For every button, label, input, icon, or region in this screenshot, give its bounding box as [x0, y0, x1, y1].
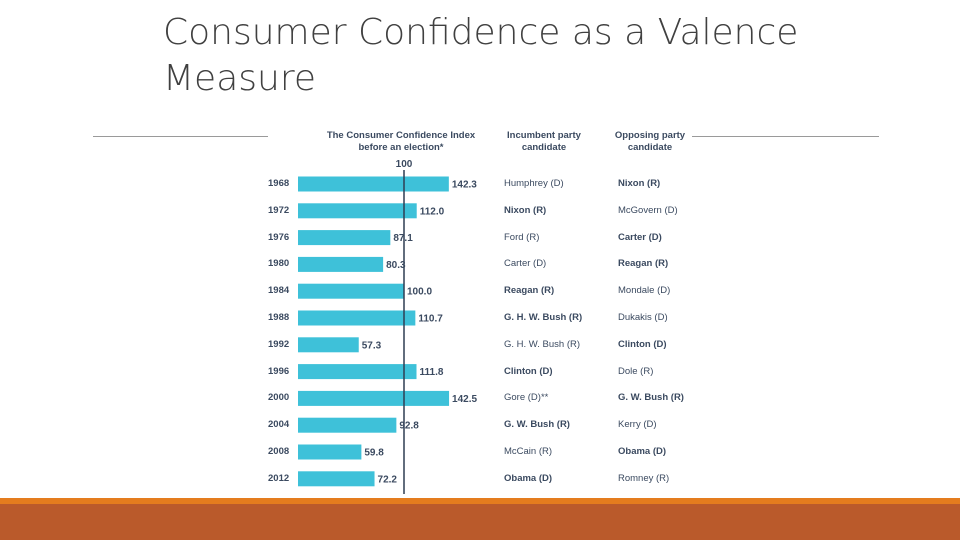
- incumbent-candidate-1996: Clinton (D): [504, 365, 553, 377]
- opposing-candidate-2008: Obama (D): [618, 446, 667, 457]
- year-label-1988: 1988: [268, 312, 290, 323]
- incumbent-candidate-2012: Obama (D): [504, 472, 553, 484]
- incumbent-header-line2: candidate: [521, 142, 567, 153]
- incumbent-candidate-1988: G. H. W. Bush (R): [504, 312, 583, 323]
- bar-1972: [298, 203, 417, 219]
- opposing-header-line1: Opposing party: [614, 130, 686, 141]
- opposing-candidate-1992: Clinton (D): [618, 338, 667, 350]
- year-label-1968: 1968: [268, 178, 290, 189]
- year-label-1992: 1992: [268, 338, 290, 350]
- value-label-1988: 110.7: [418, 314, 443, 325]
- incumbent-header-line1: Incumbent party: [507, 130, 581, 141]
- incumbent-candidate-1972: Nixon (R): [504, 204, 547, 216]
- value-label-1984: 100.0: [407, 287, 432, 298]
- opposing-candidate-1968: Nixon (R): [618, 178, 661, 189]
- year-label-1980: 1980: [268, 258, 290, 270]
- year-label-2008: 2008: [268, 446, 290, 457]
- incumbent-candidate-2000: Gore (D)**: [504, 392, 549, 404]
- incumbent-candidate-2004: G. W. Bush (R): [504, 419, 570, 431]
- opposing-candidate-2000: G. W. Bush (R): [618, 392, 684, 404]
- year-label-2000: 2000: [268, 392, 290, 404]
- bar-1992: [298, 337, 359, 353]
- value-label-1992: 57.3: [362, 340, 382, 351]
- year-label-1976: 1976: [268, 231, 290, 243]
- year-label-1996: 1996: [268, 365, 290, 377]
- opposing-candidate-1984: Mondale (D): [618, 285, 671, 297]
- incumbent-candidate-2008: McCain (R): [504, 446, 553, 457]
- incumbent-candidate-1992: G. H. W. Bush (R): [504, 338, 581, 350]
- bar-1988: [298, 310, 416, 326]
- value-label-1976: 87.1: [393, 233, 413, 244]
- incumbent-candidate-1968: Humphrey (D): [504, 178, 564, 189]
- footer-accent-stripe: [0, 498, 960, 504]
- incumbent-candidate-1984: Reagan (R): [504, 285, 555, 297]
- value-label-2000: 142.5: [452, 394, 477, 405]
- header-rule-right: [686, 136, 879, 137]
- bar-2008: [298, 444, 362, 460]
- year-label-2004: 2004: [268, 419, 290, 431]
- value-labels-layer: 142.3 112.0 87.1 80.3 100.0 110.7 57.3 111.8 142…: [362, 180, 478, 486]
- opposing-candidate-2012: Romney (R): [618, 472, 670, 484]
- incumbent-column-header: Incumbent party candidate: [493, 130, 595, 154]
- footer-band: [0, 504, 960, 540]
- value-label-1968: 142.3: [452, 180, 477, 191]
- year-label-2012: 2012: [268, 472, 290, 484]
- value-label-1980: 80.3: [386, 260, 406, 271]
- value-label-2008: 59.8: [364, 448, 384, 459]
- bar-1980: [298, 256, 384, 272]
- index-header-line1: The Consumer Confidence Index: [326, 130, 476, 141]
- opposing-candidate-1972: McGovern (D): [618, 204, 678, 216]
- opposing-header-line2: candidate: [627, 142, 673, 153]
- bar-1984: [298, 283, 404, 299]
- opposing-column-header: Opposing party candidate: [608, 130, 692, 154]
- opposing-candidate-1980: Reagan (R): [618, 258, 669, 270]
- reference-value-label: 100: [395, 159, 413, 170]
- year-label-1984: 1984: [268, 285, 290, 297]
- value-label-1996: 111.8: [420, 367, 444, 378]
- bar-2012: [298, 471, 375, 487]
- incumbent-candidate-1980: Carter (D): [504, 258, 547, 270]
- bar-2000: [298, 390, 450, 406]
- header-rule-left: [93, 136, 268, 137]
- bar-1996: [298, 364, 417, 380]
- value-label-2004: 92.8: [399, 421, 419, 432]
- opposing-candidate-2004: Kerry (D): [618, 419, 657, 431]
- opposing-candidate-1976: Carter (D): [618, 231, 662, 243]
- incumbent-candidate-1976: Ford (R): [504, 231, 540, 243]
- slide-title: Consumer Confidence as a Valence Measure: [163, 12, 799, 99]
- bars-layer: [298, 176, 450, 487]
- bar-1976: [298, 230, 391, 246]
- index-header-line2: before an election*: [358, 142, 444, 153]
- bar-1968: [298, 176, 449, 192]
- bar-2004: [298, 417, 397, 433]
- year-label-1972: 1972: [268, 204, 290, 216]
- value-label-1972: 112.0: [420, 206, 445, 217]
- value-label-2012: 72.2: [378, 474, 398, 485]
- opposing-candidate-1996: Dole (R): [618, 365, 654, 377]
- index-column-header: The Consumer Confidence Index before an …: [282, 130, 520, 154]
- opposing-candidate-1988: Dukakis (D): [618, 312, 668, 323]
